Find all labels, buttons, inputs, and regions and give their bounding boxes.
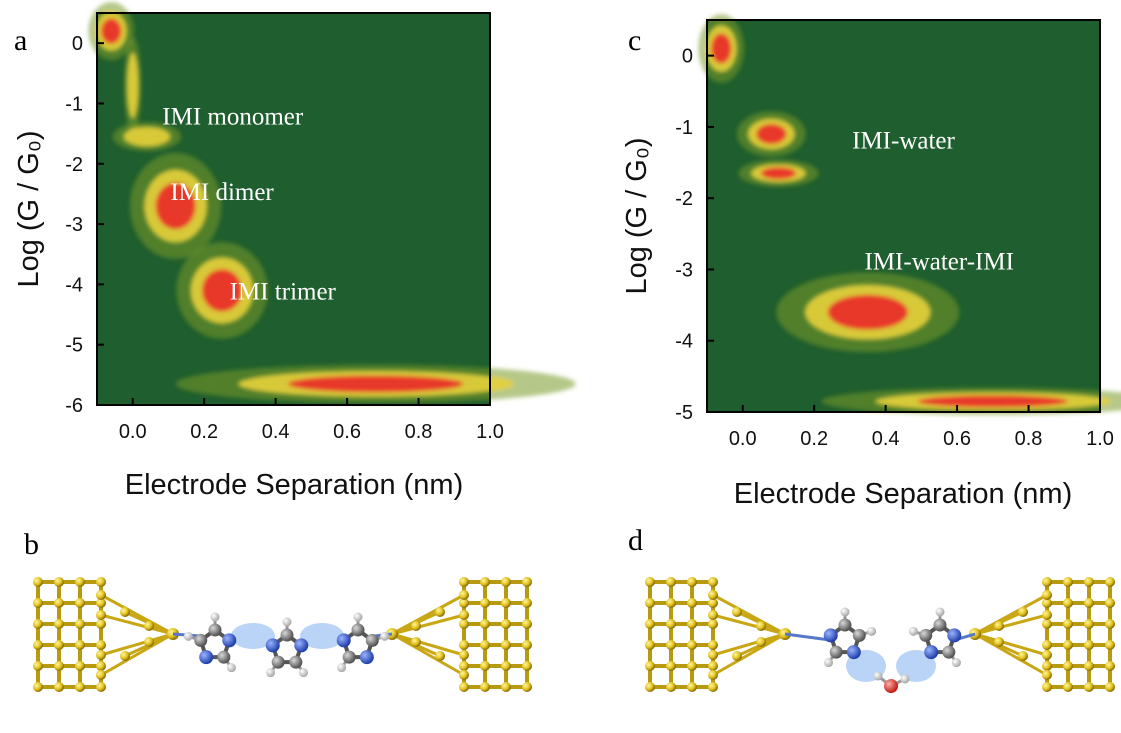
y-tick-label-a-2: -2 [65, 154, 83, 176]
heatmap-c-ylabel: Log (G / G₀) [621, 137, 653, 294]
x-tick-label-a-4: 0.8 [405, 421, 433, 443]
density-cluster-c-0-layer-2 [711, 33, 732, 64]
panel-letter-b: b [24, 528, 39, 561]
y-tick-label-c-3: -3 [675, 259, 693, 281]
x-tick-label-c-5: 1.0 [1086, 428, 1114, 450]
density-cluster-c-2-layer-2 [760, 167, 796, 180]
y-tick-label-a-3: -3 [65, 214, 83, 236]
heatmap-c-ticks: 0.0 0.2 0.4 0.6 0.8 1.0 0 -1 -2 -3 -4 -5 [675, 46, 1114, 450]
y-tick-label-c-2: -2 [675, 188, 693, 210]
x-tick-label-c-4: 0.8 [1015, 428, 1043, 450]
x-tick-label-a-0: 0.0 [119, 421, 147, 443]
heatmap-c-annotations: IMI-water IMI-water-IMI [852, 127, 1014, 275]
annotation-c-0: IMI-water [852, 127, 955, 154]
x-tick-label-c-3: 0.6 [943, 428, 971, 450]
heatmap-a-frame [96, 12, 491, 406]
density-cluster-a-4-layer-2 [202, 269, 243, 312]
y-tick-label-c-1: -1 [675, 117, 693, 139]
y-tick-label-a-0: 0 [72, 33, 83, 55]
molecular-junction-d [645, 577, 1115, 693]
heatmap-a-xlabel: Electrode Separation (nm) [125, 469, 464, 501]
panel-letter-a: a [14, 24, 28, 57]
heatmap-a: IMI monomer IMI dimer IMI trimer 0.0 0.2 0.4… [13, 2, 576, 501]
x-tick-label-c-0: 0.0 [729, 428, 757, 450]
heatmap-c-background [707, 20, 1100, 412]
y-tick-label-c-5: -5 [675, 402, 693, 424]
x-tick-label-a-1: 0.2 [190, 421, 218, 443]
y-tick-label-a-5: -5 [65, 335, 83, 357]
y-tick-label-a-1: -1 [65, 93, 83, 115]
heatmap-c-density [698, 14, 1121, 415]
density-cluster-a-5-layer-2 [288, 375, 464, 393]
y-tick-label-c-0: 0 [682, 46, 693, 68]
heatmap-c-xlabel: Electrode Separation (nm) [734, 478, 1073, 510]
annotation-a-0: IMI monomer [162, 104, 304, 131]
y-tick-label-c-4: -4 [675, 331, 693, 353]
heatmap-a-ylabel: Log (G / G₀) [13, 130, 45, 287]
panel-letter-d: d [628, 524, 643, 557]
density-cluster-a-0-layer-2 [101, 18, 122, 44]
x-tick-label-c-1: 0.2 [800, 428, 828, 450]
heatmap-a-ticks: 0.0 0.2 0.4 0.6 0.8 1.0 0 -1 -2 -3 -4 -5 -6 [65, 33, 504, 443]
density-cluster-c-3-layer-2 [827, 294, 908, 330]
annotation-a-2: IMI trimer [230, 278, 337, 305]
x-tick-label-a-3: 0.6 [333, 421, 361, 443]
y-tick-label-a-6: -6 [65, 395, 83, 417]
y-tick-label-a-4: -4 [65, 274, 83, 296]
x-tick-label-a-5: 1.0 [476, 421, 504, 443]
water-oxygen-atom [884, 679, 898, 693]
x-tick-label-c-2: 0.4 [872, 428, 900, 450]
density-cluster-a-3-layer-2 [155, 182, 196, 230]
heatmap-a-annotations: IMI monomer IMI dimer IMI trimer [162, 104, 336, 306]
density-cluster-a-2-layer-1 [123, 126, 171, 147]
heatmap-c: IMI-water IMI-water-IMI 0.0 0.2 0.4 0.6 0.8 1.… [621, 14, 1121, 510]
density-cluster-a-1-layer-1 [126, 52, 139, 119]
molecular-junction-b [33, 577, 532, 692]
density-cluster-c-1-layer-2 [756, 124, 787, 145]
annotation-c-1: IMI-water-IMI [865, 248, 1014, 275]
density-cluster-c-4-layer-2 [917, 395, 1068, 408]
heatmap-c-frame [706, 19, 1101, 413]
panel-letter-c: c [628, 24, 642, 57]
x-tick-label-a-2: 0.4 [262, 421, 290, 443]
annotation-a-1: IMI dimer [170, 179, 274, 206]
heatmap-a-density [88, 2, 576, 404]
